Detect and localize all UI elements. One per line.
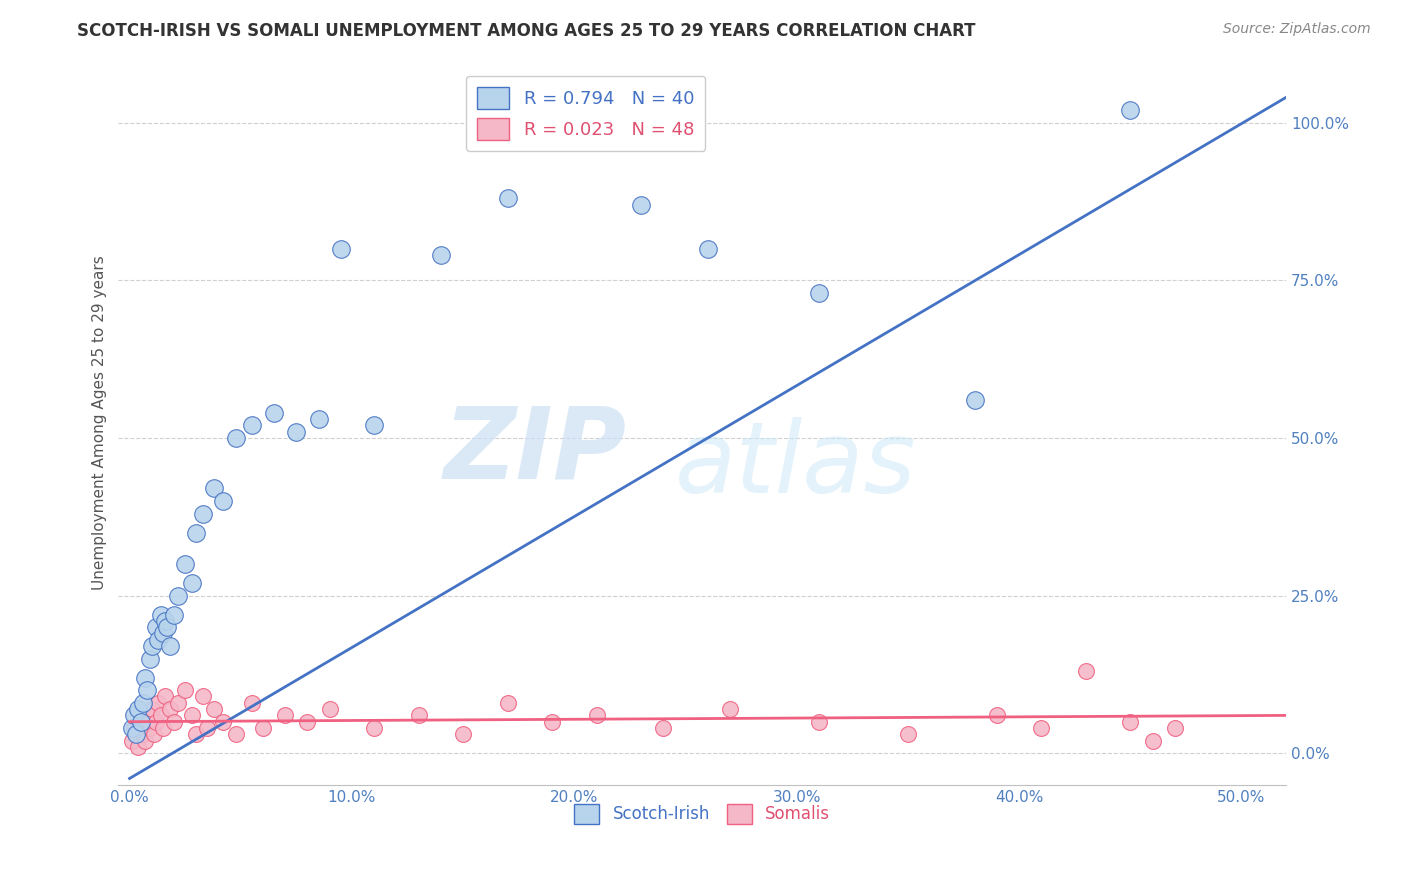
Point <box>718 702 741 716</box>
Point <box>496 696 519 710</box>
Point <box>152 721 174 735</box>
Point <box>451 727 474 741</box>
Point <box>121 733 143 747</box>
Point <box>138 721 160 735</box>
Point <box>541 714 564 729</box>
Point <box>1031 721 1053 735</box>
Point <box>163 714 186 729</box>
Legend: Scotch-Irish, Somalis: Scotch-Irish, Somalis <box>568 797 837 830</box>
Point <box>363 418 385 433</box>
Point <box>963 393 986 408</box>
Point <box>197 721 219 735</box>
Text: Source: ZipAtlas.com: Source: ZipAtlas.com <box>1223 22 1371 37</box>
Point <box>138 651 160 665</box>
Point <box>145 714 167 729</box>
Point <box>156 620 179 634</box>
Point <box>240 696 263 710</box>
Point <box>186 727 208 741</box>
Point <box>1164 721 1187 735</box>
Point <box>125 727 148 741</box>
Point <box>297 714 319 729</box>
Point <box>696 242 718 256</box>
Point <box>1119 714 1142 729</box>
Point <box>132 727 155 741</box>
Point <box>159 702 181 716</box>
Point <box>121 721 143 735</box>
Point <box>186 525 208 540</box>
Point <box>1142 733 1164 747</box>
Point <box>807 285 830 300</box>
Point <box>240 418 263 433</box>
Point <box>202 482 225 496</box>
Point <box>191 690 214 704</box>
Point <box>318 702 340 716</box>
Point <box>308 412 330 426</box>
Point <box>127 739 149 754</box>
Point <box>1119 103 1142 117</box>
Point <box>986 708 1008 723</box>
Point <box>149 607 172 622</box>
Point <box>180 576 202 591</box>
Point <box>153 690 176 704</box>
Point <box>263 406 285 420</box>
Text: ZIP: ZIP <box>443 402 626 500</box>
Point <box>167 696 190 710</box>
Point <box>132 696 155 710</box>
Point <box>807 714 830 729</box>
Point <box>122 721 145 735</box>
Point <box>163 607 186 622</box>
Point <box>225 431 247 445</box>
Point <box>180 708 202 723</box>
Point <box>148 632 170 647</box>
Point <box>143 727 166 741</box>
Y-axis label: Unemployment Among Ages 25 to 29 years: Unemployment Among Ages 25 to 29 years <box>93 255 107 590</box>
Point <box>136 708 159 723</box>
Point <box>408 708 430 723</box>
Point <box>153 614 176 628</box>
Point <box>562 103 585 117</box>
Point <box>630 197 652 211</box>
Point <box>129 714 152 729</box>
Point <box>652 721 675 735</box>
Point <box>174 557 197 571</box>
Point <box>285 425 308 439</box>
Point <box>191 507 214 521</box>
Point <box>496 191 519 205</box>
Point <box>136 683 159 698</box>
Point <box>134 671 156 685</box>
Point <box>274 708 297 723</box>
Point <box>127 702 149 716</box>
Point <box>141 639 163 653</box>
Point <box>202 702 225 716</box>
Point <box>212 494 235 508</box>
Point <box>174 683 197 698</box>
Point <box>129 714 152 729</box>
Point <box>252 721 274 735</box>
Point <box>430 248 453 262</box>
Point <box>212 714 235 729</box>
Point <box>159 639 181 653</box>
Point <box>897 727 920 741</box>
Point <box>1074 665 1097 679</box>
Text: atlas: atlas <box>675 417 917 514</box>
Point <box>145 620 167 634</box>
Point <box>148 696 170 710</box>
Point <box>125 727 148 741</box>
Point <box>167 589 190 603</box>
Point <box>152 626 174 640</box>
Point <box>134 733 156 747</box>
Point <box>149 708 172 723</box>
Point <box>363 721 385 735</box>
Text: SCOTCH-IRISH VS SOMALI UNEMPLOYMENT AMONG AGES 25 TO 29 YEARS CORRELATION CHART: SCOTCH-IRISH VS SOMALI UNEMPLOYMENT AMON… <box>77 22 976 40</box>
Point <box>225 727 247 741</box>
Point <box>329 242 352 256</box>
Point <box>585 708 607 723</box>
Point <box>141 702 163 716</box>
Point <box>122 708 145 723</box>
